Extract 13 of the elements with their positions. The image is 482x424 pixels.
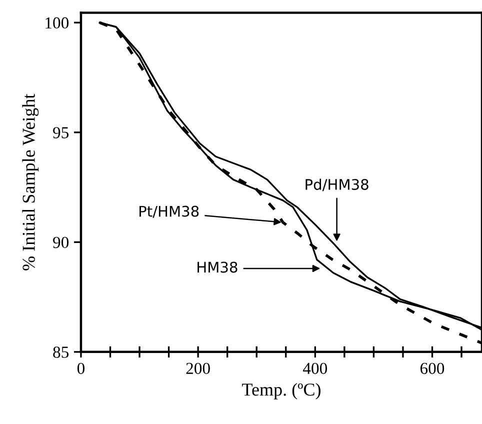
y-tick-label: 90 (53, 236, 69, 248)
annotation: Pd/HM38 (306, 178, 368, 192)
y-tick-label: 100 (46, 17, 69, 29)
y-tick-label: 85 (53, 346, 69, 358)
annotation: HM38 (198, 262, 238, 273)
x-tick-label: 400 (302, 362, 328, 374)
x-tick-label: 200 (186, 362, 210, 374)
y-tick-label: 95 (53, 127, 69, 138)
x-tick-label: 600 (420, 362, 444, 374)
annotation: Pt/HM38 (140, 206, 199, 218)
x-tick-label: 0 (77, 362, 85, 374)
y-axis-title: % Initial Sample Weight (22, 94, 39, 270)
x-axis-title: Temp. (ºC) (242, 383, 320, 400)
